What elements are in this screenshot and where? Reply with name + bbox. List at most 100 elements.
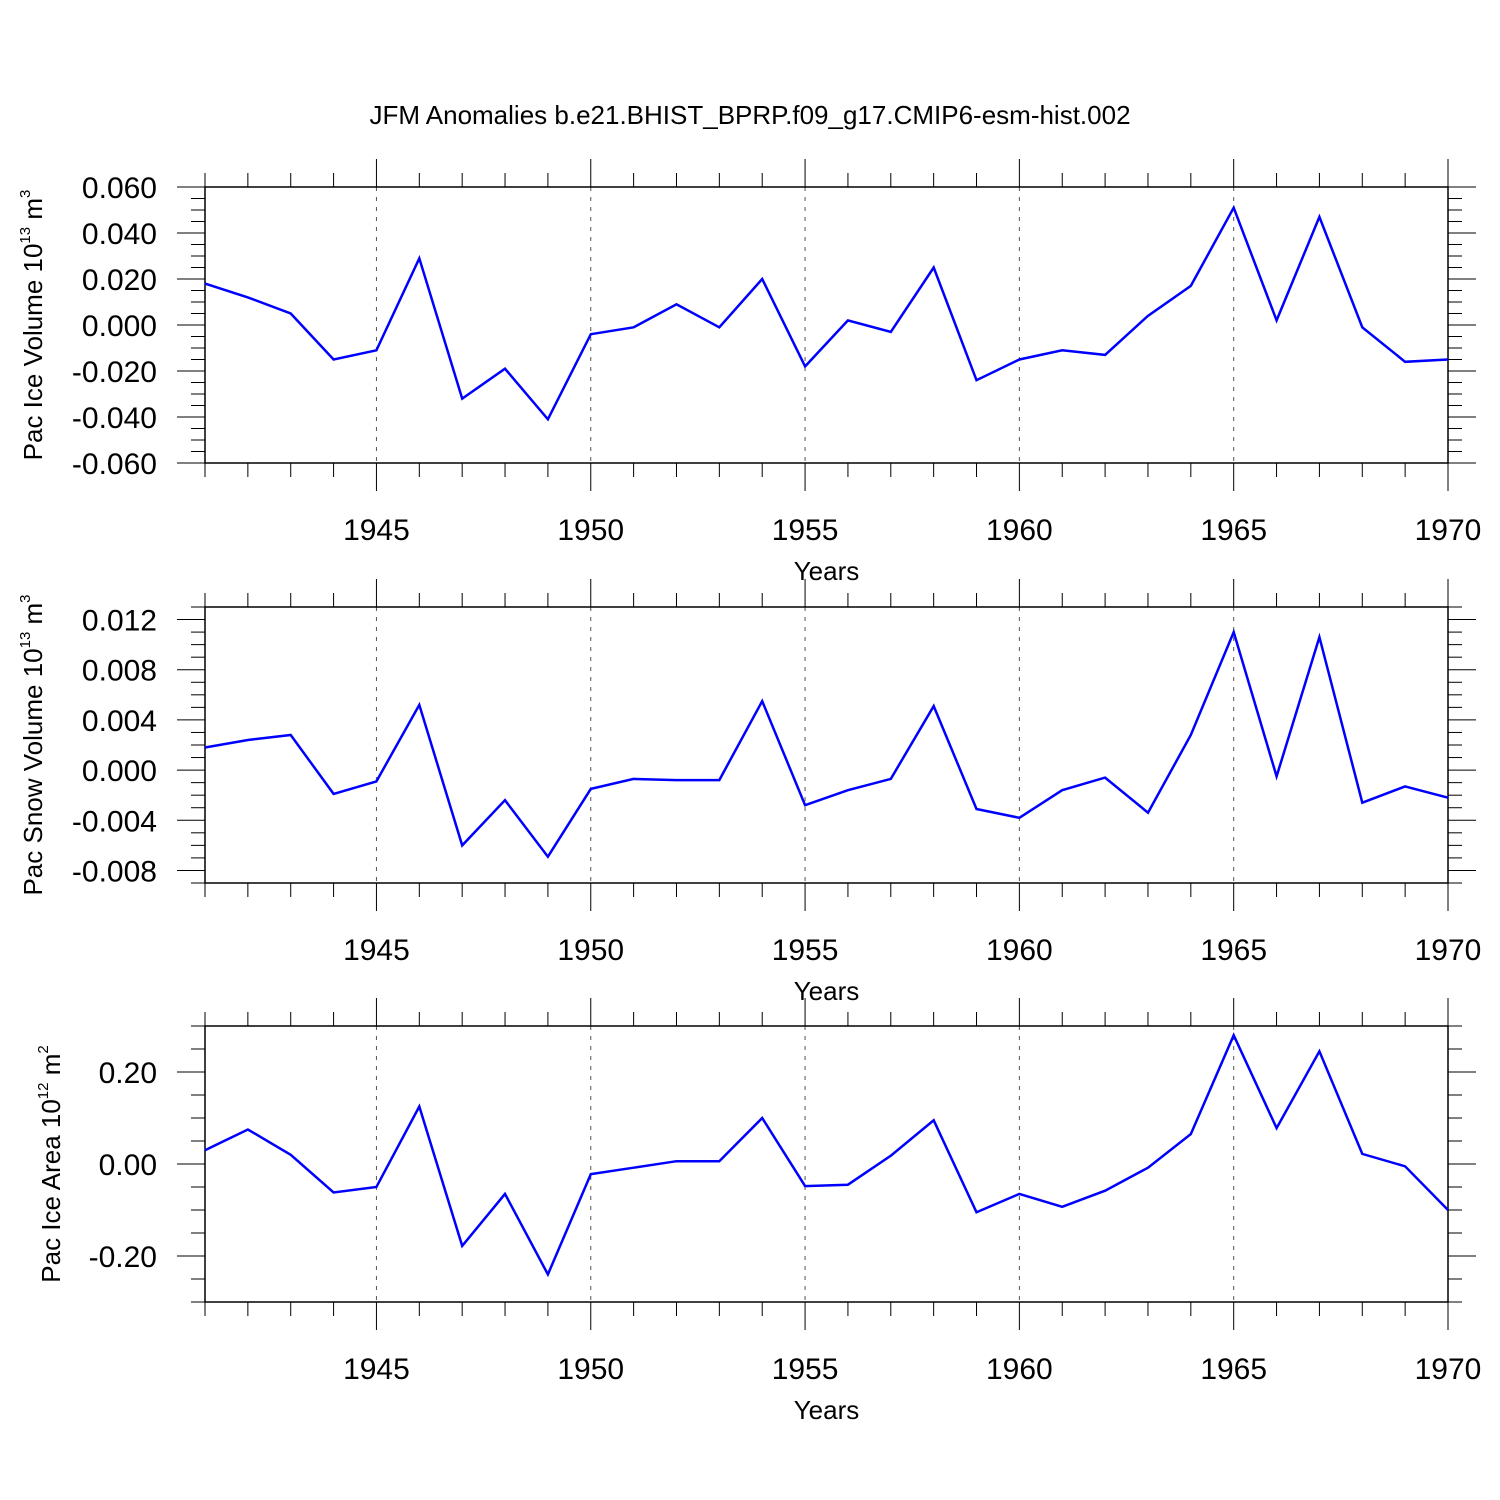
- data-point: [932, 705, 934, 707]
- data-point: [675, 1160, 677, 1162]
- x-tick-label: 1970: [1415, 514, 1482, 547]
- x-tick-label: 1970: [1415, 1353, 1482, 1386]
- data-point: [1447, 1209, 1449, 1211]
- data-point: [675, 779, 677, 781]
- data-point: [1061, 349, 1063, 351]
- data-point: [718, 1160, 720, 1162]
- x-tick-label: 1945: [343, 934, 410, 967]
- y-tick-label: 0.008: [82, 655, 157, 688]
- data-point: [890, 331, 892, 333]
- data-point: [804, 365, 806, 367]
- data-point: [1190, 1133, 1192, 1135]
- x-axis-title: Years: [794, 976, 860, 1006]
- data-point: [547, 855, 549, 857]
- y-axis-title: Pac Snow Volume 1013 m3: [17, 594, 48, 895]
- data-point: [1275, 775, 1277, 777]
- data-point: [332, 1191, 334, 1193]
- data-point: [1232, 207, 1234, 209]
- chart-panel-3: -0.20 0.00 0.20 1945 1950 1955 1960 1965 1970 Yea…: [35, 998, 1481, 1425]
- data-point: [375, 349, 377, 351]
- series-line: [204, 1032, 1449, 1278]
- data-point: [975, 1211, 977, 1213]
- data-point: [332, 358, 334, 360]
- data-point: [247, 739, 249, 741]
- data-point: [1190, 285, 1192, 287]
- y-tick-label: -0.004: [72, 805, 157, 838]
- chart-panel-1: -0.060 -0.040 -0.020 0.000 0.020 0.040 0.060 19…: [17, 159, 1481, 586]
- data-point: [632, 778, 634, 780]
- y-tick-label: 0.000: [82, 755, 157, 788]
- data-point: [932, 266, 934, 268]
- data-point: [1361, 326, 1363, 328]
- data-point: [590, 1173, 592, 1175]
- x-tick-label: 1950: [557, 1353, 624, 1386]
- data-point: [204, 282, 206, 284]
- y-tick-label: 0.004: [82, 705, 157, 738]
- data-point: [590, 333, 592, 335]
- x-axis-title: Years: [794, 556, 860, 586]
- data-point: [418, 1105, 420, 1107]
- data-point: [632, 1166, 634, 1168]
- plot-frame: [204, 186, 1449, 464]
- data-point: [1361, 802, 1363, 804]
- data-point: [1318, 216, 1320, 218]
- data-point: [1104, 776, 1106, 778]
- data-point: [975, 808, 977, 810]
- data-point: [1232, 631, 1234, 633]
- x-tick-label: 1965: [1200, 514, 1267, 547]
- y-tick-label: 0.060: [82, 172, 157, 205]
- data-point: [1404, 361, 1406, 363]
- y-tick-label: 0.20: [99, 1057, 157, 1090]
- y-tick-label: -0.20: [89, 1241, 157, 1274]
- data-point: [847, 319, 849, 321]
- data-point: [1147, 812, 1149, 814]
- y-tick-label: -0.060: [72, 448, 157, 481]
- data-point: [1061, 1206, 1063, 1208]
- panels: -0.060 -0.040 -0.020 0.000 0.020 0.040 0.060 19…: [17, 159, 1481, 1425]
- x-tick-label: 1950: [557, 514, 624, 547]
- data-point: [290, 312, 292, 314]
- data-point: [847, 789, 849, 791]
- data-point: [1147, 315, 1149, 317]
- plot-frame: [204, 1025, 1449, 1303]
- y-tick-label: 0.012: [82, 605, 157, 638]
- data-point: [718, 779, 720, 781]
- data-point: [632, 326, 634, 328]
- x-tick-label: 1945: [343, 514, 410, 547]
- data-point: [1147, 1166, 1149, 1168]
- data-point: [890, 778, 892, 780]
- data-point: [804, 804, 806, 806]
- data-point: [1018, 1193, 1020, 1195]
- data-point: [761, 278, 763, 280]
- data-point: [1104, 1189, 1106, 1191]
- data-point: [290, 734, 292, 736]
- data-point: [804, 1185, 806, 1187]
- y-tick-label: 0.00: [99, 1149, 157, 1182]
- y-tick-label: 0.040: [82, 218, 157, 251]
- data-point: [1018, 817, 1020, 819]
- data-point: [504, 368, 506, 370]
- series-line: [204, 204, 1449, 422]
- data-point: [1232, 1034, 1234, 1036]
- data-point: [547, 1273, 549, 1275]
- data-point: [418, 257, 420, 259]
- x-tick-label: 1955: [772, 514, 839, 547]
- data-point: [1190, 734, 1192, 736]
- data-point: [547, 418, 549, 420]
- data-point: [1447, 796, 1449, 798]
- x-tick-label: 1970: [1415, 934, 1482, 967]
- y-tick-label: -0.040: [72, 402, 157, 435]
- data-point: [932, 1119, 934, 1121]
- plot-frame: [204, 606, 1449, 884]
- data-point: [761, 1117, 763, 1119]
- x-axis-title: Years: [794, 1395, 860, 1425]
- data-point: [418, 704, 420, 706]
- data-point: [1318, 1050, 1320, 1052]
- data-point: [1104, 354, 1106, 356]
- x-tick-label: 1955: [772, 934, 839, 967]
- data-point: [1061, 789, 1063, 791]
- x-tick-label: 1960: [986, 934, 1053, 967]
- y-tick-label: 0.020: [82, 264, 157, 297]
- x-tick-label: 1965: [1200, 934, 1267, 967]
- figure-title: JFM Anomalies b.e21.BHIST_BPRP.f09_g17.C…: [369, 100, 1130, 130]
